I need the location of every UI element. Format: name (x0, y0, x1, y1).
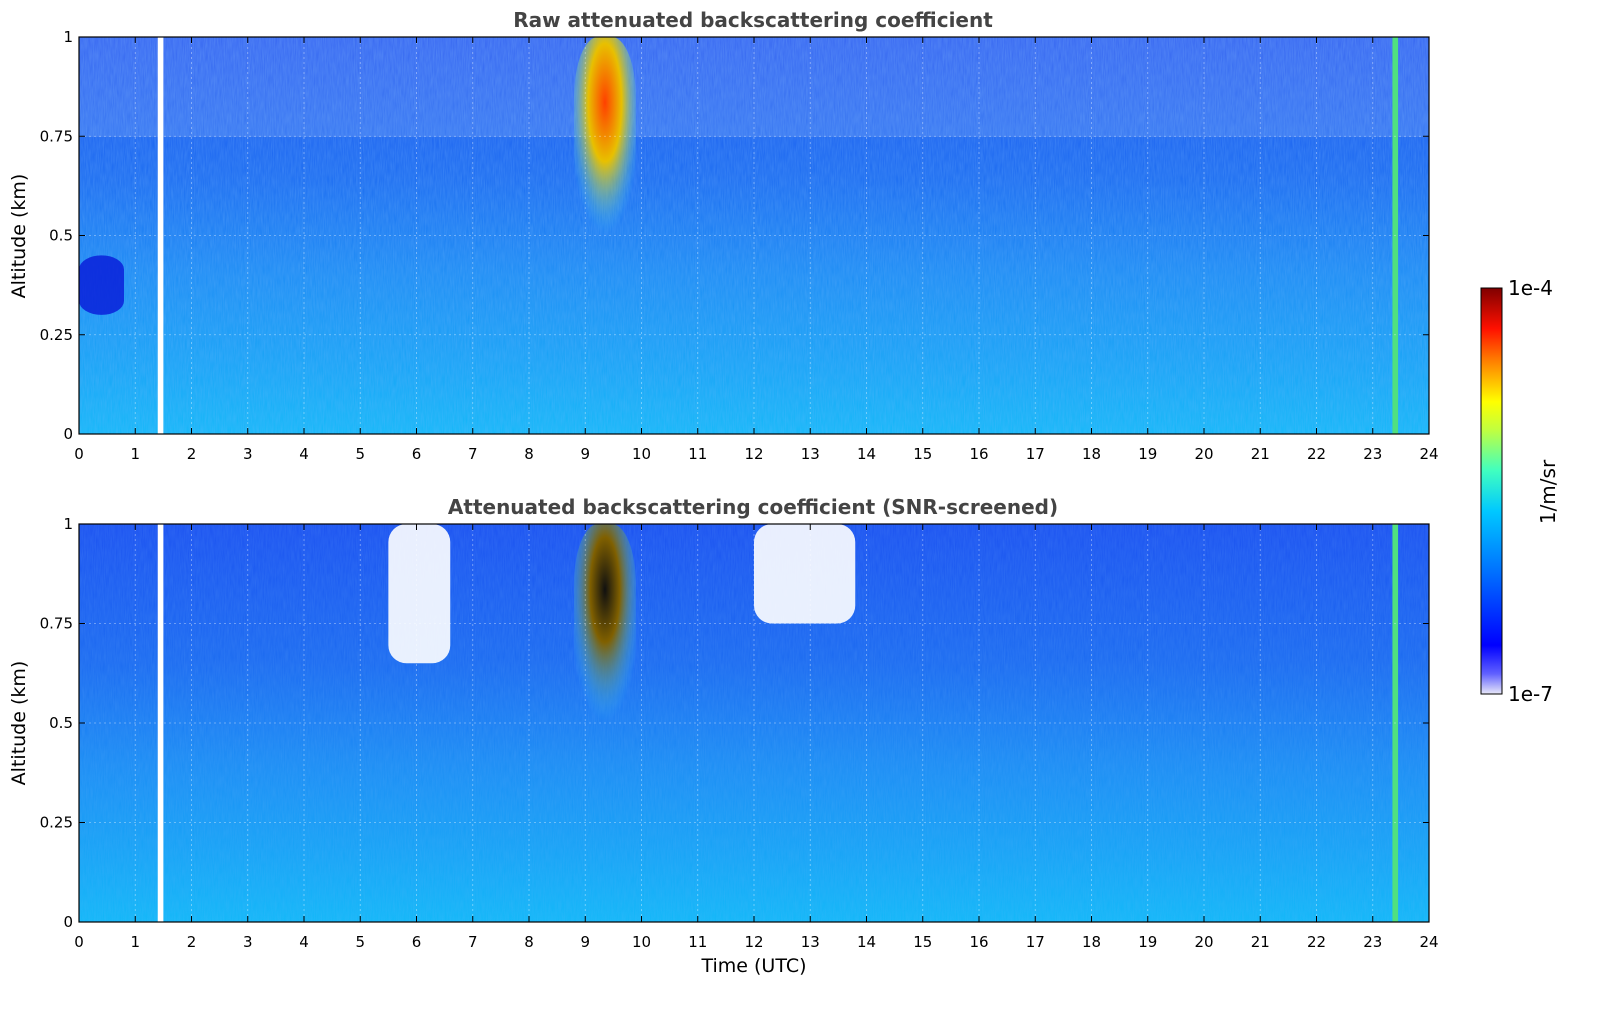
heatmap-features (79, 37, 1399, 434)
x-tick-label: 23 (1363, 933, 1382, 951)
y-axis-label: Altitude (km) (8, 174, 30, 299)
y-tick-label: 0.75 (40, 615, 73, 633)
x-tick-label: 21 (1251, 933, 1270, 951)
y-tick-label: 1 (63, 28, 73, 46)
x-tick-label: 10 (632, 445, 651, 463)
y-tick-label: 0.25 (40, 814, 73, 832)
x-tick-label: 16 (969, 445, 988, 463)
heatmap-feature-strong-backscatter-plume (574, 37, 636, 256)
colorbar-gradient (1480, 287, 1503, 695)
heatmap-field (79, 524, 1429, 922)
colorbar: 1e-4 1e-7 1/m/sr (1480, 276, 1560, 706)
x-tick-label: 21 (1251, 445, 1270, 463)
x-tick-label: 20 (1194, 445, 1213, 463)
y-tick-label: 0.25 (40, 326, 73, 344)
x-tick-label: 7 (468, 445, 478, 463)
panel-title: Attenuated backscattering coefficient (S… (448, 495, 1058, 519)
x-tick-label: 20 (1194, 933, 1213, 951)
x-tick-label: 9 (580, 933, 590, 951)
y-axis: 0 0.25 0.5 0.75 1 (40, 515, 1429, 931)
x-tick-label: 17 (1026, 933, 1045, 951)
heatmap-feature-data-gap (157, 37, 164, 434)
x-tick-label: 0 (74, 933, 84, 951)
x-tick-label: 6 (412, 445, 422, 463)
x-tick-label: 16 (969, 933, 988, 951)
y-tick-label: 0 (63, 425, 73, 443)
x-tick-label: 2 (187, 933, 197, 951)
x-tick-label: 3 (243, 933, 253, 951)
x-tick-label: 24 (1419, 933, 1438, 951)
x-tick-label: 8 (524, 445, 534, 463)
x-tick-label: 0 (74, 445, 84, 463)
heatmap-field (79, 37, 1429, 434)
screened-backscatter-panel: Attenuated backscattering coefficient (S… (8, 495, 1439, 977)
colorbar-max-label: 1e-4 (1508, 276, 1553, 300)
heatmap-feature-screened-out-region (754, 524, 856, 624)
y-axis-label: Altitude (km) (8, 661, 30, 786)
heatmap-feature-high-signal-streak (1392, 524, 1399, 922)
x-tick-label: 15 (913, 445, 932, 463)
x-tick-label: 17 (1026, 445, 1045, 463)
x-tick-label: 15 (913, 933, 932, 951)
heatmap-feature-strong-backscatter-plume (574, 524, 636, 743)
x-tick-label: 23 (1363, 445, 1382, 463)
x-tick-label: 5 (355, 933, 365, 951)
x-tick-label: 9 (580, 445, 590, 463)
x-tick-label: 18 (1082, 445, 1101, 463)
x-tick-label: 13 (801, 445, 820, 463)
x-tick-label: 14 (857, 445, 876, 463)
heatmap-feature-screened-out-region (388, 524, 451, 664)
x-tick-label: 1 (130, 445, 140, 463)
heatmap-features (157, 524, 1399, 922)
x-tick-label: 14 (857, 933, 876, 951)
y-axis: 0 0.25 0.5 0.75 1 (40, 28, 1429, 443)
x-tick-label: 13 (801, 933, 820, 951)
x-tick-label: 18 (1082, 933, 1101, 951)
heatmap-feature-aerosol-layer (79, 255, 124, 315)
raw-backscatter-panel: Raw attenuated backscattering coefficien… (8, 8, 1439, 463)
x-tick-label: 4 (299, 933, 309, 951)
x-tick-label: 5 (355, 445, 365, 463)
y-tick-label: 0.75 (40, 127, 73, 145)
x-tick-label: 2 (187, 445, 197, 463)
y-tick-label: 0.5 (49, 714, 73, 732)
heatmap-feature-high-signal-streak (1392, 37, 1399, 434)
heatmap-feature-data-gap (157, 524, 164, 922)
x-tick-label: 4 (299, 445, 309, 463)
x-tick-label: 12 (744, 445, 763, 463)
x-tick-label: 19 (1138, 933, 1157, 951)
x-tick-label: 6 (412, 933, 422, 951)
x-tick-label: 8 (524, 933, 534, 951)
x-tick-label: 22 (1307, 445, 1326, 463)
colorbar-min-label: 1e-7 (1508, 682, 1553, 706)
y-tick-label: 1 (63, 515, 73, 533)
x-tick-label: 24 (1419, 445, 1438, 463)
x-tick-label: 12 (744, 933, 763, 951)
x-axis: 0 1 2 3 4 5 6 7 8 9 10 11 12 13 14 15 16 17 18 19 20 21 22 23 24 (74, 524, 1439, 951)
y-tick-label: 0 (63, 913, 73, 931)
panel-title: Raw attenuated backscattering coefficien… (513, 8, 993, 32)
x-tick-label: 10 (632, 933, 651, 951)
x-tick-label: 7 (468, 933, 478, 951)
y-tick-label: 0.5 (49, 227, 73, 245)
x-tick-label: 22 (1307, 933, 1326, 951)
x-axis-label: Time (UTC) (700, 955, 806, 977)
x-tick-label: 1 (130, 933, 140, 951)
x-axis: 0 1 2 3 4 5 6 7 8 9 10 11 12 13 14 15 16 17 18 19 20 21 22 23 24 (74, 37, 1439, 463)
x-tick-label: 11 (688, 445, 707, 463)
colorbar-unit-label: 1/m/sr (1536, 459, 1560, 524)
x-tick-label: 11 (688, 933, 707, 951)
x-tick-label: 19 (1138, 445, 1157, 463)
x-tick-label: 3 (243, 445, 253, 463)
